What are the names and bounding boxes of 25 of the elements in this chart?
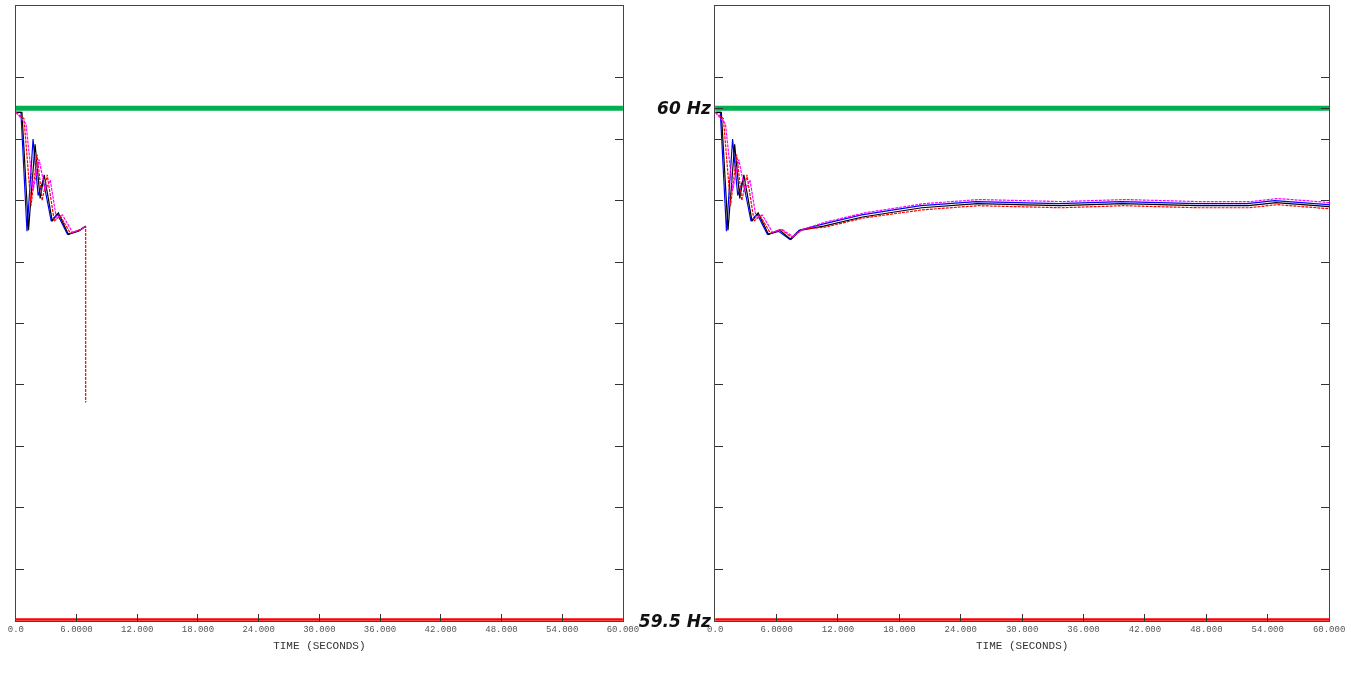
x-tick-label: 54.000 (545, 625, 579, 636)
x-tick-label: 30.000 (303, 625, 336, 636)
x-tick-label: 6.0000 (60, 625, 93, 636)
x-axis-title: TIME (SECONDS) (975, 639, 1069, 652)
x-tick-label: 36.000 (363, 625, 397, 636)
x-tick-label: 12.000 (821, 625, 855, 636)
x-tick-label: 48.000 (485, 625, 518, 636)
x-tick-label: 42.000 (424, 625, 457, 636)
x-tick-label: 0.0 (707, 625, 724, 636)
x-tick-label: 60.000 (1312, 625, 1346, 636)
y-tick-label: 60 Hz (657, 98, 711, 119)
x-tick-label: 18.000 (883, 625, 916, 636)
x-tick-label: 30.000 (1005, 625, 1039, 636)
x-tick-label: 24.000 (944, 625, 977, 636)
x-axis-title: TIME (SECONDS) (273, 639, 366, 652)
x-tick-label: 6.0000 (760, 625, 793, 636)
x-tick-label: 54.000 (1251, 625, 1284, 636)
x-tick-label: 12.000 (121, 625, 154, 636)
x-tick-label: 0.0 (7, 625, 24, 636)
x-tick-label: 48.000 (1190, 625, 1223, 636)
x-tick-label: 60.000 (606, 625, 640, 636)
x-tick-label: 36.000 (1067, 625, 1100, 636)
x-tick-label: 42.000 (1128, 625, 1162, 636)
x-tick-label: 24.000 (242, 625, 275, 636)
x-tick-label: 18.000 (181, 625, 215, 636)
